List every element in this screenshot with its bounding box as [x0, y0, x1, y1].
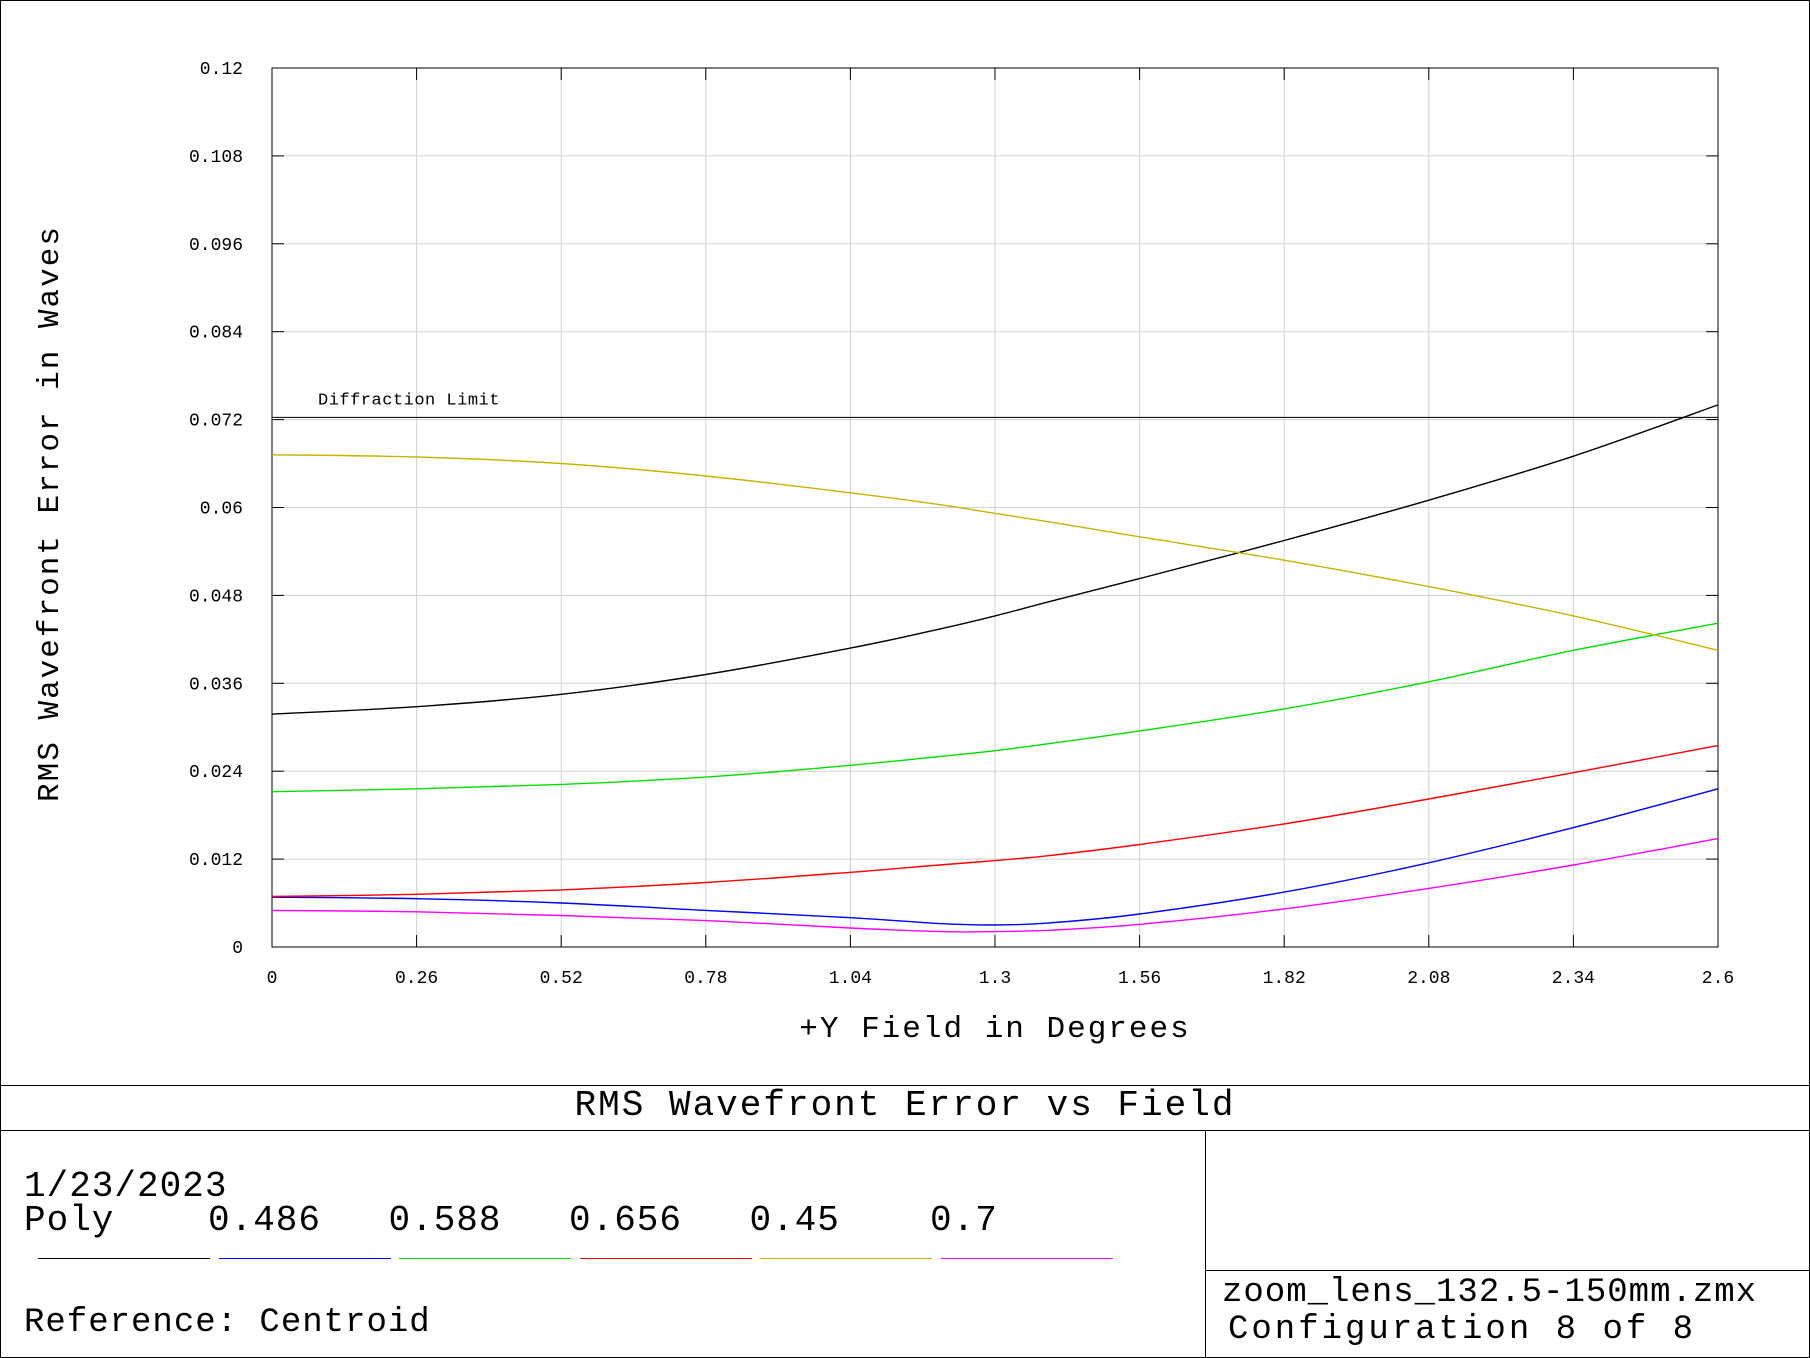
series-line-0-486 [271, 788, 1719, 926]
legend-label-0-45: 0.45 [749, 1200, 840, 1241]
series-line-0-656 [271, 744, 1719, 898]
series-line-poly [271, 404, 1719, 715]
y-tick-label: 0.108 [189, 148, 243, 168]
y-tick-labels: 0 0.012 0.024 0.036 0.048 0.06 0.072 0.084 0.096… [189, 60, 243, 959]
x-tick-labels: 0 0.26 0.52 0.78 1.04 1.3 1.56 1.82 2.08 2.34 2.6 [267, 969, 1735, 989]
legend-swatch-0-7 [940, 1258, 1113, 1259]
x-tick-label: 0.26 [395, 969, 438, 989]
y-tick-label: 0.096 [189, 236, 243, 256]
title-top-divider [0, 1085, 1810, 1086]
y-tick-label: 0 [232, 939, 243, 959]
title-bottom-divider [0, 1130, 1810, 1131]
legend-swatch-0-45 [760, 1258, 932, 1259]
x-tick-label: 1.82 [1263, 969, 1306, 989]
x-tick-label: 1.56 [1118, 969, 1161, 989]
series-line-0-45 [271, 454, 1719, 651]
legend-swatch-0-486 [218, 1258, 391, 1259]
x-tick-label: 2.08 [1407, 969, 1450, 989]
legend-label-0-588: 0.588 [388, 1200, 502, 1241]
reference-label: Reference: Centroid [24, 1304, 431, 1342]
y-tick-label: 0.048 [189, 587, 243, 607]
x-tick-label: 2.34 [1552, 969, 1595, 989]
legend-label-0-486: 0.486 [208, 1200, 322, 1241]
ticks [271, 67, 1719, 948]
legend-label-0-656: 0.656 [569, 1200, 683, 1241]
y-tick-label: 0.072 [189, 412, 243, 432]
legend-swatch-0-656 [579, 1258, 752, 1259]
series-line-0-588 [271, 622, 1719, 793]
y-tick-label: 0.024 [189, 763, 243, 783]
legend-label-poly: Poly [24, 1200, 115, 1241]
legend-label-0-7: 0.7 [930, 1200, 998, 1241]
legend-swatch-poly [38, 1258, 210, 1259]
x-tick-label: 0 [267, 969, 278, 989]
legend-swatch-0-588 [399, 1258, 571, 1259]
info-vertical-divider [1205, 1130, 1206, 1358]
chart-plot: 0 0.26 0.52 0.78 1.04 1.3 1.56 1.82 2.08 2.34 2.6 … [33, 60, 1735, 1047]
configuration-label: Configuration 8 of 8 [1228, 1311, 1697, 1349]
x-tick-label: 1.04 [829, 969, 872, 989]
chart-title: RMS Wavefront Error vs Field [574, 1085, 1236, 1126]
y-tick-label: 0.084 [189, 324, 243, 344]
y-tick-label: 0.06 [200, 500, 243, 520]
x-axis-label: +Y Field in Degrees [799, 1012, 1190, 1047]
x-tick-label: 0.78 [684, 969, 727, 989]
y-tick-label: 0.12 [200, 60, 243, 80]
series-lines [271, 404, 1719, 933]
x-tick-label: 0.52 [540, 969, 583, 989]
y-tick-label: 0.012 [189, 851, 243, 871]
filename-label: zoom_lens_132.5-150mm.zmx [1222, 1274, 1758, 1312]
x-tick-label: 2.6 [1702, 969, 1734, 989]
grid [272, 68, 1718, 947]
series-line-0-7 [271, 837, 1719, 933]
x-tick-label: 1.3 [979, 969, 1011, 989]
y-tick-label: 0.036 [189, 675, 243, 695]
file-info-divider [1205, 1270, 1810, 1271]
date-label: 1/23/2023 [24, 1166, 228, 1207]
diffraction-limit-label: Diffraction Limit [318, 391, 500, 410]
y-axis-label: RMS Wavefront Error in Waves [33, 225, 68, 802]
